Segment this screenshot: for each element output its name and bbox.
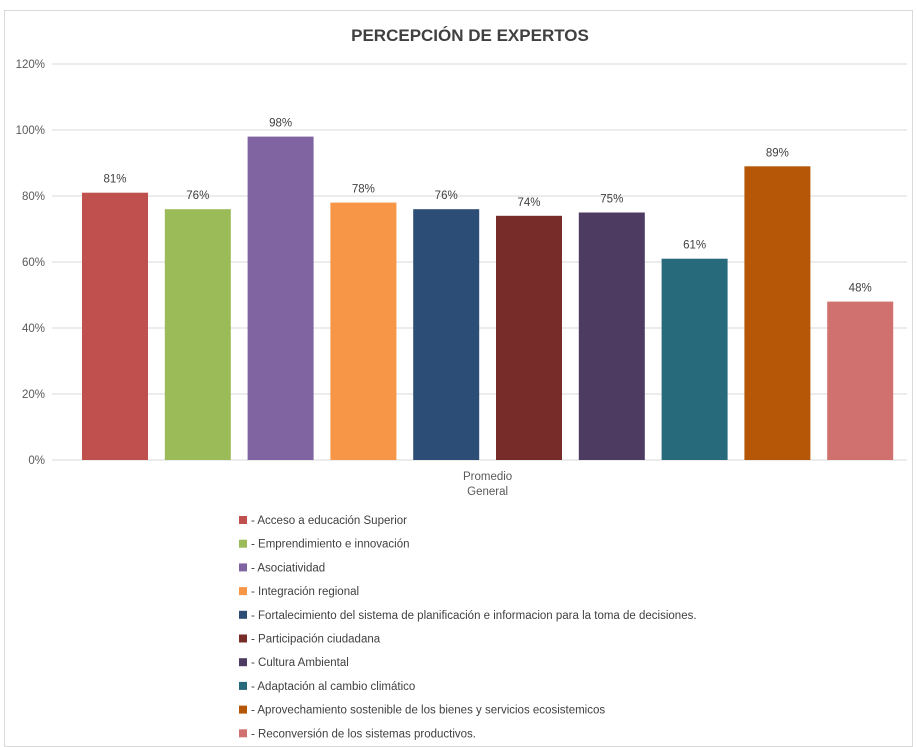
legend-swatch [239,705,247,714]
legend-label: - Aprovechamiento sostenible de los bien… [251,705,605,717]
legend-swatch [239,658,247,667]
data-label: 78% [352,184,375,196]
data-label: 61% [683,240,706,252]
bar [496,215,562,460]
legend-swatch [239,634,247,643]
y-axis-ticks: 0% 20% 40% 60% 80% 100% 120% [16,59,45,467]
data-label: 98% [269,118,292,130]
legend-item: - Aprovechamiento sostenible de los bien… [239,705,605,717]
y-tick-label: 0% [28,455,45,467]
data-label: 74% [517,197,540,209]
y-tick-label: 40% [22,323,45,335]
legend-swatch [239,516,247,524]
bar [330,202,397,460]
legend-swatch [239,681,247,690]
data-label: 75% [600,194,623,206]
legend-label: - Participación ciudadana [251,634,381,646]
legend-item: - Adaptación al cambio climático [239,681,415,693]
legend-item: - Fortalecimiento del sistema de planifi… [239,610,697,622]
bar [744,166,811,461]
legend-item: - Asociatividad [239,562,325,574]
chart-title: PERCEPCIÓN DE EXPERTOS [351,26,589,45]
bar [578,212,645,460]
y-tick-label: 120% [16,59,45,71]
legend-item: - Integración regional [239,586,359,598]
legend-item: - Emprendimiento e innovación [239,539,410,551]
bar [827,301,894,460]
legend-label: - Adaptación al cambio climático [251,681,415,693]
legend-swatch [239,539,247,548]
category-label: General [467,486,508,498]
legend-label: - Acceso a educación Superior [251,515,407,527]
legend-swatch [239,587,247,596]
y-tick-label: 80% [22,191,45,203]
bars [82,136,894,461]
bar [413,209,480,460]
legend-item: - Reconversión de los sistemas productiv… [239,728,476,740]
legend: - Acceso a educación Superior - Emprendim… [239,515,697,740]
legend-swatch [239,563,247,572]
data-label: 48% [849,283,872,295]
data-label: 81% [103,174,126,186]
legend-swatch [239,610,247,619]
legend-item: - Participación ciudadana [239,634,381,646]
legend-label: - Reconversión de los sistemas productiv… [251,728,476,740]
legend-label: - Asociatividad [251,562,325,574]
category-label: Promedio [463,471,512,483]
data-label: 89% [766,147,789,159]
legend-label: - Fortalecimiento del sistema de planifi… [251,610,697,622]
data-labels: 81% 76% 98% 78% 76% 74% 75% 61% 89% 48% [103,118,871,295]
bar [661,258,728,460]
legend-label: - Integración regional [251,586,359,598]
data-label: 76% [186,190,209,202]
bar [164,209,231,460]
legend-swatch [239,729,247,738]
bar [82,192,148,460]
legend-label: - Emprendimiento e innovación [251,539,410,551]
y-tick-label: 20% [22,389,45,401]
data-label: 76% [435,190,458,202]
chart-frame: PERCEPCIÓN DE EXPERTOS 0% 20% 40% 60% 80% 100… [4,10,913,747]
legend-label: - Cultura Ambiental [251,657,349,669]
chart-svg: PERCEPCIÓN DE EXPERTOS 0% 20% 40% 60% 80% 100… [16,26,907,740]
legend-item: - Cultura Ambiental [239,657,349,669]
y-tick-label: 60% [22,257,45,269]
legend-item: - Acceso a educación Superior [239,515,407,527]
category-axis: Promedio General [463,471,512,498]
y-tick-label: 100% [16,125,45,137]
bar [247,136,314,460]
